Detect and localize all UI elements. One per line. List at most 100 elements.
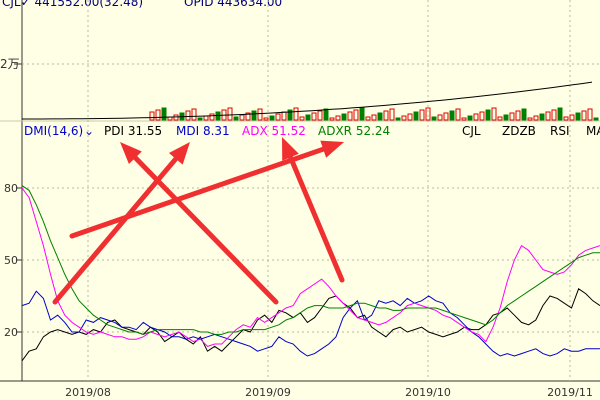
x-tick-label: 2019/09: [245, 386, 291, 399]
volume-bar: [443, 112, 449, 121]
volume-bar: [485, 109, 491, 121]
volume-bar: [551, 109, 557, 121]
volume-bar: [251, 110, 257, 121]
y-tick-label: 20: [4, 326, 18, 339]
volume-bar: [263, 117, 269, 121]
volume-bar: [341, 113, 347, 121]
volume-bars: [149, 107, 599, 121]
volume-bar: [245, 112, 251, 121]
volume-bar: [473, 113, 479, 121]
top-header-left: CJL✓ 441552.00(32.48): [2, 0, 143, 9]
grid-lines: [22, 0, 600, 381]
arrow-to-mdi-shaft: [52, 156, 179, 305]
x-tick-label: 2019/08: [65, 386, 111, 399]
volume-bar: [149, 111, 155, 121]
indicator-name[interactable]: DMI(14,6): [24, 124, 83, 138]
y-tick-label: 50: [4, 254, 18, 267]
volume-bar: [491, 107, 497, 121]
volume-bar: [281, 111, 287, 121]
arrow-to-adx: [282, 137, 345, 283]
volume-bar: [377, 112, 383, 121]
volume-bar: [479, 111, 485, 121]
indicator-tabs: CJL ZDZB RSI MA: [462, 124, 600, 138]
volume-bar: [161, 107, 167, 121]
volume-bar: [257, 108, 263, 121]
annotation-arrows: [52, 137, 345, 305]
volume-bar: [275, 113, 281, 121]
series-lines: [21, 185, 600, 362]
volume-bar: [395, 117, 401, 121]
volume-bar: [509, 112, 515, 121]
volume-bar: [533, 115, 539, 121]
indicator-dropdown-icon[interactable]: ⌄: [84, 124, 94, 138]
arrow-to-adx-head: [282, 137, 299, 161]
volume-bar: [173, 114, 179, 121]
volume-bar: [383, 110, 389, 121]
arrow-to-adx-shaft: [288, 154, 345, 283]
volume-bar: [521, 108, 527, 121]
volume-bar: [437, 114, 443, 121]
volume-bar: [407, 113, 413, 121]
top-price-line: [22, 81, 593, 120]
volume-bar: [545, 111, 551, 121]
volume-bar: [317, 110, 323, 121]
volume-bar: [299, 116, 305, 121]
volume-bar: [203, 115, 209, 121]
volume-bar: [287, 109, 293, 121]
series-line-adx: [21, 187, 600, 347]
volume-bar: [209, 113, 215, 121]
volume-bar: [557, 107, 563, 121]
tab-zdzb[interactable]: ZDZB: [502, 124, 536, 138]
volume-bar: [293, 107, 299, 121]
volume-bar: [569, 114, 575, 121]
arrow-to-mdi: [52, 142, 190, 305]
volume-bar: [269, 115, 275, 121]
volume-bar: [365, 116, 371, 121]
volume-bar: [563, 116, 569, 121]
volume-bar: [311, 112, 317, 121]
adx-value: ADX 51.52: [242, 124, 306, 138]
tab-cjl[interactable]: CJL: [462, 124, 481, 138]
volume-bar: [239, 114, 245, 121]
volume-bar: [323, 108, 329, 121]
x-tick-labels: 2019/08 2019/09 2019/10 2019/11: [65, 386, 593, 399]
volume-bar: [335, 115, 341, 121]
volume-bar: [401, 115, 407, 121]
x-tick-label: 2019/10: [405, 386, 451, 399]
volume-bar: [227, 107, 233, 121]
arrow-to-adxr-shaft: [69, 146, 326, 239]
arrow-to-pdi-head: [120, 142, 142, 165]
top-header-right: OPID 443634.00: [184, 0, 282, 9]
arrow-to-mdi-head: [168, 142, 190, 165]
volume-bar: [425, 107, 431, 121]
volume-bar: [527, 117, 533, 121]
series-line-mdi: [21, 290, 600, 357]
series-line-pdi: [21, 288, 600, 362]
volume-bar: [587, 108, 593, 121]
volume-bar: [581, 110, 587, 121]
volume-bar: [185, 110, 191, 121]
volume-bar: [431, 116, 437, 121]
tab-ma[interactable]: MA: [586, 124, 600, 138]
y-tick-labels: 20 50 80: [4, 182, 22, 339]
tab-rsi[interactable]: RSI: [550, 124, 570, 138]
volume-bar: [155, 109, 161, 121]
volume-bar: [197, 117, 203, 121]
pdi-value: PDI 31.55: [104, 124, 162, 138]
volume-bar: [449, 110, 455, 121]
volume-bar: [455, 108, 461, 121]
volume-bar: [353, 109, 359, 121]
volume-bar: [503, 114, 509, 121]
volume-bar: [461, 117, 467, 121]
volume-bar: [467, 115, 473, 121]
y-tick-label: 80: [4, 182, 18, 195]
adxr-value: ADXR 52.24: [318, 124, 390, 138]
volume-bar: [413, 111, 419, 121]
volume-bar: [575, 112, 581, 121]
volume-bar: [371, 114, 377, 121]
volume-bar: [419, 109, 425, 121]
mdi-value: MDI 8.31: [176, 124, 230, 138]
arrow-to-adxr-head: [320, 140, 344, 158]
volume-bar: [593, 117, 599, 121]
